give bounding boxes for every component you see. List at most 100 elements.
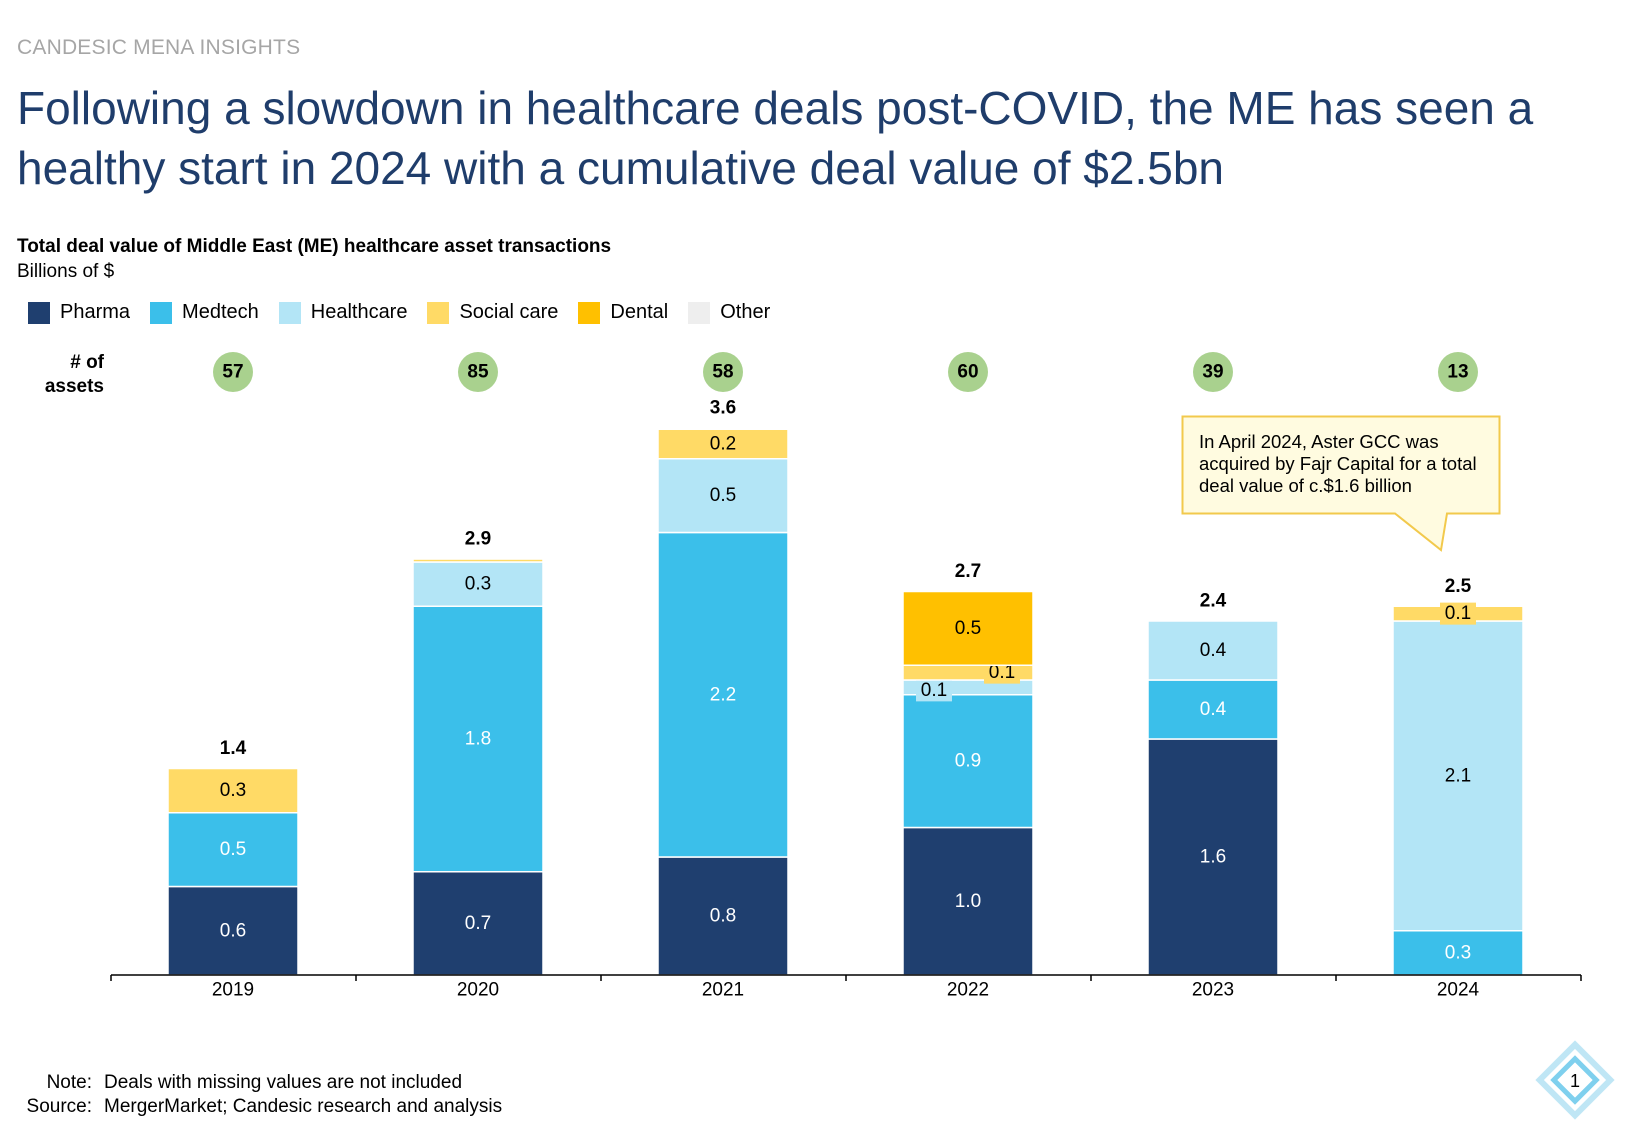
bar-segment-pharma xyxy=(167,885,299,976)
asset-count-label-line2: assets xyxy=(44,376,104,397)
bar-total-label: 2.9 xyxy=(465,529,491,550)
callout-border xyxy=(1181,415,1501,552)
segment-value-label: 2.2 xyxy=(710,684,736,705)
bar-segment-healthcare xyxy=(1392,620,1524,932)
bar-segment-medtech xyxy=(1147,679,1279,740)
x-tick-label: 2020 xyxy=(457,980,499,1001)
small-label-background xyxy=(984,661,1020,684)
annotation-callout: In April 2024, Aster GCC was acquired by… xyxy=(1181,415,1501,552)
source-label: Source: xyxy=(26,1096,92,1117)
bar-segment-medtech xyxy=(657,531,789,858)
asset-count-bubble xyxy=(1438,352,1478,392)
legend-item-pharma: Pharma xyxy=(28,301,130,324)
legend-label: Social care xyxy=(459,301,559,323)
bar-segment-medtech xyxy=(1392,930,1524,976)
asset-count-value: 58 xyxy=(712,362,733,383)
asset-count-bubble xyxy=(948,352,988,392)
asset-count-value: 39 xyxy=(1202,362,1223,383)
bar-segment-healthcare xyxy=(412,561,544,607)
bar-segment-medtech xyxy=(902,694,1034,829)
segment-value-label: 0.1 xyxy=(921,680,947,701)
legend-label: Healthcare xyxy=(310,301,408,323)
bar-total-label: 2.5 xyxy=(1445,576,1472,597)
bar-segment-dental xyxy=(902,590,1034,666)
bar-segment-social-care xyxy=(167,767,299,814)
legend-item-medtech: Medtech xyxy=(150,301,259,324)
asset-count-value: 13 xyxy=(1447,362,1468,383)
x-tick-label: 2024 xyxy=(1437,980,1480,1001)
chart-subtitle: Billions of $ xyxy=(17,261,115,282)
bar-segment-medtech xyxy=(412,605,544,873)
note-text: Deals with missing values are not includ… xyxy=(104,1072,463,1093)
page-number: 1 xyxy=(1570,1071,1581,1091)
x-tick-label: 2021 xyxy=(702,980,744,1001)
page-title: Following a slowdown in healthcare deals… xyxy=(17,82,1534,194)
asset-count-value: 57 xyxy=(222,362,243,383)
bar-segment-pharma xyxy=(902,826,1034,976)
legend-swatch xyxy=(427,301,450,324)
asset-count-bubble xyxy=(458,352,498,392)
segment-value-label: 0.9 xyxy=(955,751,981,772)
segment-value-label: 0.5 xyxy=(955,618,981,639)
chart-title: Total deal value of Middle East (ME) hea… xyxy=(17,236,612,257)
stacked-bar-chart: 0.6 0.5 0.3 1.4 57 2019 0.7 1.8 0.3 2.9 85 2020 0.8 2… xyxy=(110,352,1582,1001)
segment-value-label: 0.8 xyxy=(710,906,736,927)
source-row: Source: MergerMarket; Candesic research … xyxy=(20,1095,503,1119)
x-tick-label: 2022 xyxy=(947,980,989,1001)
segment-value-label: 0.4 xyxy=(1200,640,1227,661)
legend-item-dental: Dental xyxy=(578,301,668,324)
legend-item-social-care: Social care xyxy=(427,301,558,324)
legend-swatch xyxy=(278,301,301,324)
x-tick-label: 2023 xyxy=(1192,980,1234,1001)
asset-count-bubble xyxy=(703,352,743,392)
note-row: Note: Deals with missing values are not … xyxy=(20,1071,502,1095)
source-text: MergerMarket; Candesic research and anal… xyxy=(104,1096,503,1117)
segment-value-label: 0.5 xyxy=(220,839,246,860)
asset-count-label: # of assets xyxy=(20,351,104,399)
asset-count-bubble xyxy=(1193,352,1233,392)
bar-segment-social-care xyxy=(657,428,789,460)
segment-value-label: 1.0 xyxy=(955,891,981,912)
legend-item-healthcare: Healthcare xyxy=(278,301,408,324)
candesic-logo-icon xyxy=(1535,1040,1615,1120)
segment-value-label: 0.1 xyxy=(989,662,1015,683)
bar-segment-social-care xyxy=(412,558,544,563)
segment-value-label: 0.3 xyxy=(465,574,491,595)
bar-segment-pharma xyxy=(1147,738,1279,976)
asset-count-value: 60 xyxy=(957,362,978,383)
asset-count-bubble xyxy=(213,352,253,392)
segment-value-label: 0.1 xyxy=(1445,603,1471,624)
chart-legend: Pharma Medtech Healthcare Social care Dental… xyxy=(28,301,790,324)
small-label-background xyxy=(1440,602,1476,625)
footnotes: Note: Deals with missing values are not … xyxy=(20,1071,503,1119)
segment-value-label: 0.6 xyxy=(220,920,246,941)
legend-label: Dental xyxy=(610,301,669,323)
bar-total-label: 1.4 xyxy=(220,738,247,759)
legend-label: Pharma xyxy=(60,301,131,323)
small-label-background xyxy=(916,679,952,702)
segment-value-label: 0.3 xyxy=(1445,942,1471,963)
legend-swatch xyxy=(578,301,601,324)
segment-value-label: 0.7 xyxy=(465,913,491,934)
legend-item-other: Other xyxy=(688,301,770,324)
legend-swatch xyxy=(28,301,50,324)
asset-count-label-line1: # of xyxy=(70,352,104,373)
legend-swatch xyxy=(688,301,711,324)
legend-label: Medtech xyxy=(182,301,259,323)
bar-total-label: 3.6 xyxy=(710,397,736,418)
bar-segment-dental xyxy=(657,427,789,430)
segment-value-label: 1.8 xyxy=(465,729,491,750)
bar-total-label: 2.7 xyxy=(955,561,981,582)
segment-value-label: 0.3 xyxy=(220,780,246,801)
segment-value-label: 0.2 xyxy=(710,434,736,455)
segment-value-label: 0.4 xyxy=(1200,699,1227,720)
bar-segment-pharma xyxy=(412,871,544,976)
segment-value-label: 0.5 xyxy=(710,485,736,506)
bar-segment-healthcare xyxy=(1147,620,1279,681)
legend-swatch xyxy=(150,301,173,324)
callout-text: In April 2024, Aster GCC was acquired by… xyxy=(1199,431,1477,496)
x-tick-label: 2019 xyxy=(212,980,254,1001)
segment-value-label: 2.1 xyxy=(1445,765,1471,786)
bar-segment-pharma xyxy=(657,856,789,976)
note-label: Note: xyxy=(46,1072,92,1093)
